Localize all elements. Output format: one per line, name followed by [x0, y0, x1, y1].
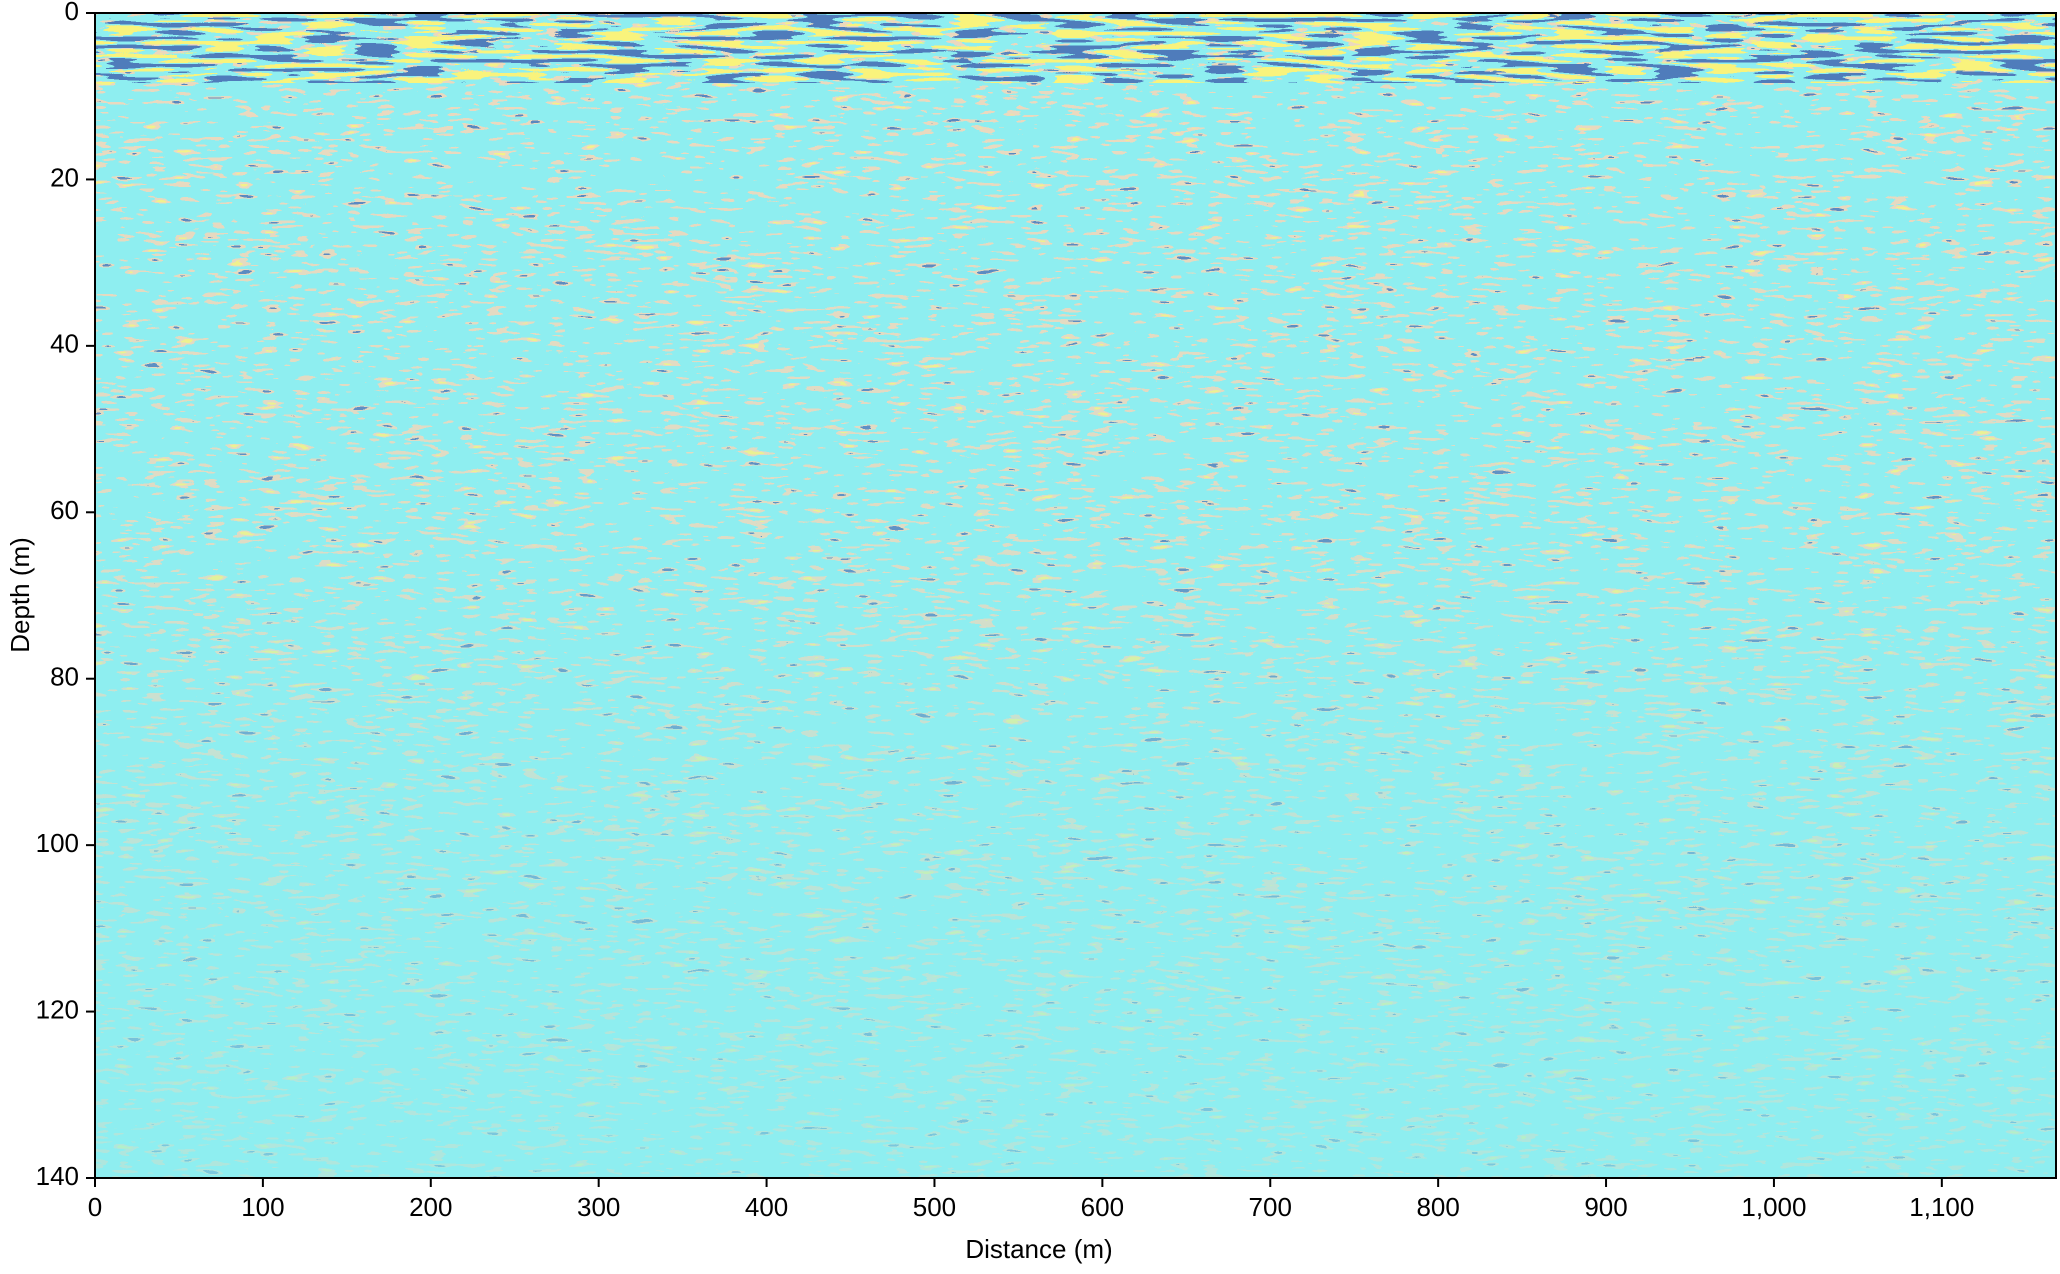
- image-texture: [95, 13, 2056, 1178]
- y-tick-label: 60: [50, 495, 79, 525]
- y-tick-label: 20: [50, 162, 79, 192]
- image-top-band: [95, 13, 2056, 83]
- y-tick-label: 100: [36, 828, 79, 858]
- y-tick-label: 140: [36, 1161, 79, 1191]
- x-tick-label: 0: [88, 1192, 102, 1222]
- x-tick-label: 1,000: [1741, 1192, 1806, 1222]
- y-axis-label: Depth (m): [5, 537, 35, 653]
- x-tick-label: 900: [1584, 1192, 1627, 1222]
- x-tick-label: 500: [913, 1192, 956, 1222]
- y-tick-label: 0: [65, 0, 79, 26]
- x-axis-label: Distance (m): [965, 1234, 1112, 1264]
- seismic-image: [95, 13, 2056, 1178]
- x-tick-label: 100: [241, 1192, 284, 1222]
- y-tick-label: 120: [36, 994, 79, 1024]
- y-tick-label: 80: [50, 662, 79, 692]
- x-tick-label: 600: [1081, 1192, 1124, 1222]
- x-tick-label: 1,100: [1909, 1192, 1974, 1222]
- y-tick-label: 40: [50, 329, 79, 359]
- x-tick-label: 400: [745, 1192, 788, 1222]
- x-tick-label: 200: [409, 1192, 452, 1222]
- x-tick-label: 700: [1249, 1192, 1292, 1222]
- plot-frame: [94, 12, 2057, 1179]
- x-tick-label: 800: [1416, 1192, 1459, 1222]
- x-tick-label: 300: [577, 1192, 620, 1222]
